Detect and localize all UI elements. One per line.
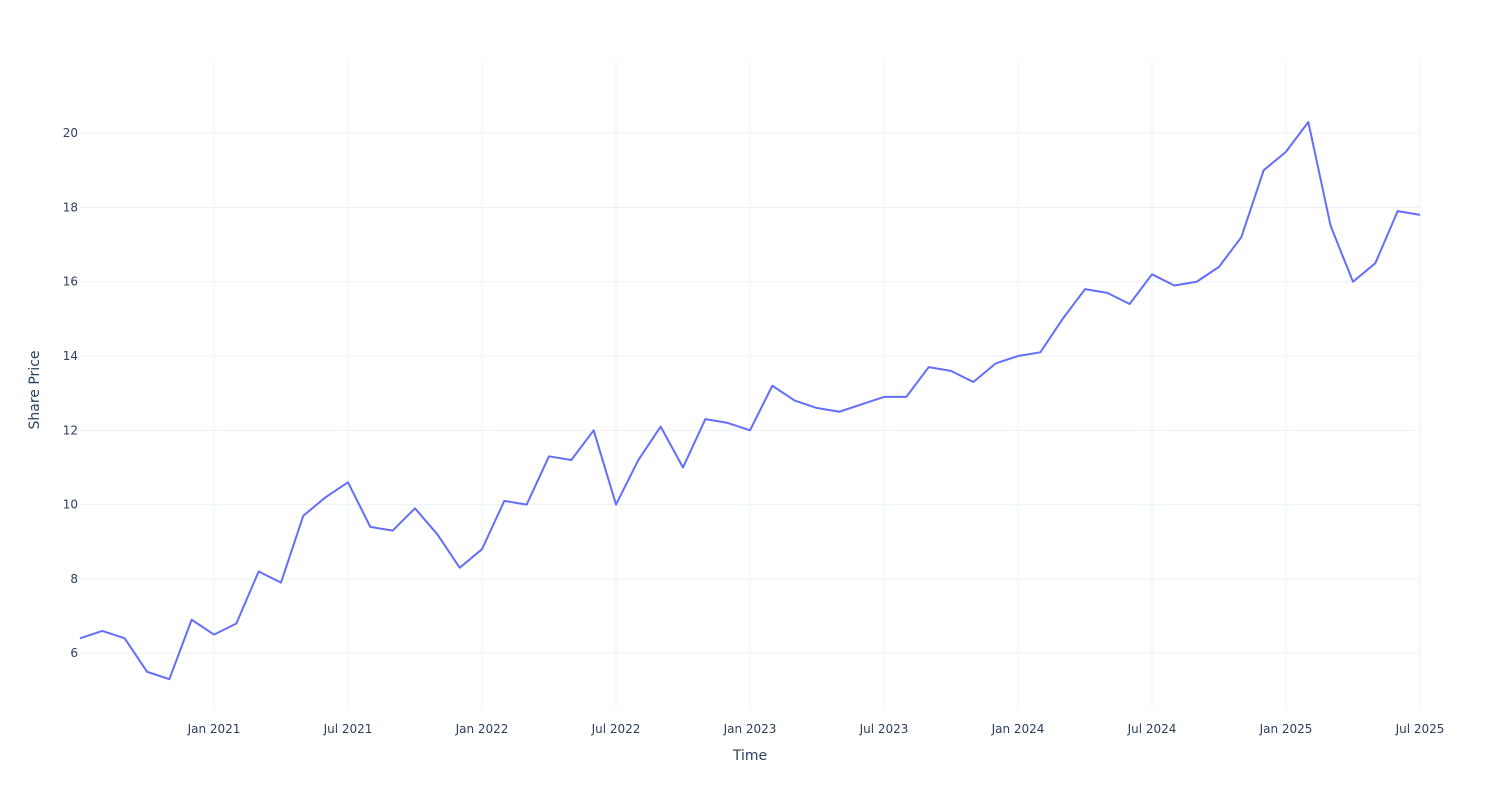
- y-axis-title: Share Price: [27, 350, 43, 429]
- x-axis-title: Time: [732, 748, 767, 764]
- x-tick-label: Jan 2022: [455, 722, 509, 736]
- x-tick-label: Jul 2021: [323, 722, 373, 736]
- x-tick-label: Jan 2021: [187, 722, 241, 736]
- x-tick-label: Jul 2022: [591, 722, 641, 736]
- y-tick-label: 12: [63, 423, 78, 437]
- y-tick-label: 10: [63, 498, 78, 512]
- y-tick-label: 20: [63, 126, 78, 140]
- y-tick-label: 16: [63, 275, 78, 289]
- y-tick-label: 18: [63, 200, 78, 214]
- x-tick-label: Jul 2024: [1127, 722, 1177, 736]
- x-tick-label: Jan 2024: [991, 722, 1045, 736]
- x-tick-label: Jan 2023: [723, 722, 777, 736]
- price-line: [79, 121, 1421, 681]
- y-tick-label: 14: [63, 349, 78, 363]
- x-tick-label: Jul 2023: [859, 722, 909, 736]
- y-tick-label: 8: [70, 572, 78, 586]
- y-tick-label: 6: [70, 646, 78, 660]
- x-tick-label: Jan 2025: [1259, 722, 1313, 736]
- x-tick-label: Jul 2025: [1395, 722, 1445, 736]
